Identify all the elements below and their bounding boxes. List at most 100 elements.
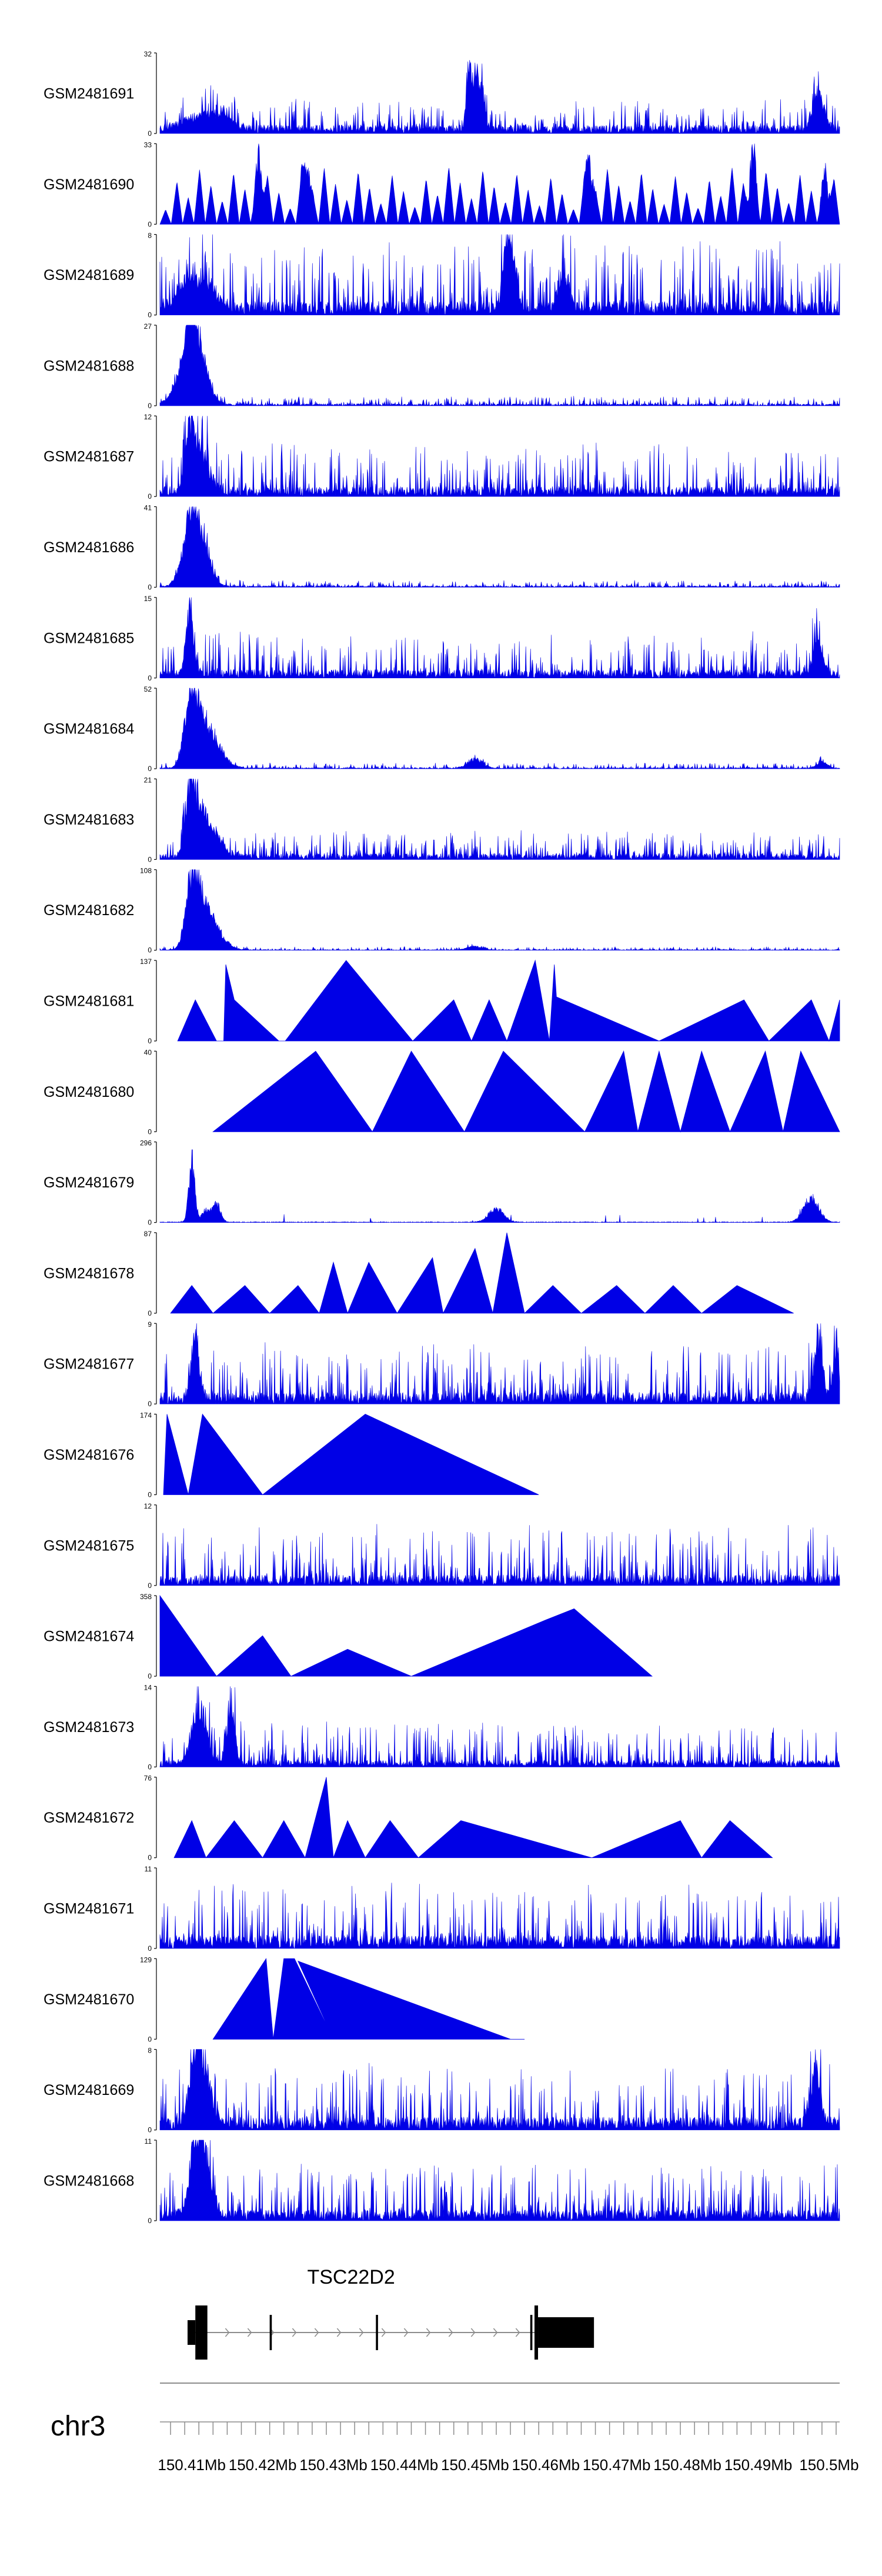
signal-area <box>159 2049 840 2131</box>
strand-arrow-icon <box>292 2328 297 2337</box>
track-label: GSM2481689 <box>44 267 134 283</box>
track-label: GSM2481674 <box>44 1629 134 1645</box>
gene-exon <box>538 2317 594 2348</box>
signal-area <box>159 2140 840 2221</box>
y-max-label: 358 <box>140 1593 152 1601</box>
y-max-label: 11 <box>145 1865 152 1873</box>
track-GSM2481673: GSM2481673 14 0 <box>44 1683 840 1771</box>
y-min-label: 0 <box>148 1854 152 1862</box>
track-GSM2481686: GSM2481686 41 0 <box>44 504 840 592</box>
track-GSM2481685: GSM2481685 15 0 <box>44 595 840 682</box>
track-GSM2481677: GSM2481677 9 0 <box>44 1320 840 1408</box>
y-max-label: 296 <box>140 1139 152 1147</box>
track-label: GSM2481688 <box>44 358 134 374</box>
track-GSM2481672: GSM2481672 76 0 <box>44 1774 773 1862</box>
y-min-label: 0 <box>148 311 152 319</box>
y-min-label: 0 <box>148 765 152 773</box>
y-min-label: 0 <box>148 220 152 228</box>
y-max-label: 12 <box>144 413 152 421</box>
axis-tick-label: 150.49Mb <box>724 2456 793 2474</box>
y-min-label: 0 <box>148 1491 152 1499</box>
axis-tick-label: 150.48Mb <box>653 2456 721 2474</box>
y-min-label: 0 <box>148 492 152 500</box>
y-max-label: 33 <box>144 141 152 149</box>
strand-arrow-icon <box>225 2328 230 2337</box>
y-min-label: 0 <box>148 946 152 955</box>
y-max-label: 8 <box>148 232 152 240</box>
signal-area <box>159 1149 840 1223</box>
y-max-label: 21 <box>144 776 152 784</box>
track-label: GSM2481678 <box>44 1265 134 1282</box>
axis-tick-label: 150.41Mb <box>158 2456 226 2474</box>
y-max-label: 52 <box>144 685 152 693</box>
genome-axis: chr3 150.41Mb 150.42Mb 150.43Mb 150.44Mb 150… <box>51 2383 859 2474</box>
signal-area <box>159 1594 653 1677</box>
axis-tick-label: 150.45Mb <box>441 2456 509 2474</box>
y-min-label: 0 <box>148 1763 152 1771</box>
y-min-label: 0 <box>148 1944 152 1953</box>
signal-area <box>159 506 840 588</box>
strand-arrow-icon <box>426 2328 431 2337</box>
track-label: GSM2481670 <box>44 1991 134 2008</box>
strand-arrow-icon <box>448 2328 453 2337</box>
track-GSM2481670: GSM2481670 129 0 <box>44 1956 525 2043</box>
signal-area <box>212 1958 525 2040</box>
y-min-label: 0 <box>148 1219 152 1227</box>
track-label: GSM2481686 <box>44 539 134 556</box>
y-max-label: 174 <box>140 1412 152 1420</box>
y-min-label: 0 <box>148 2035 152 2043</box>
track-GSM2481690: GSM2481690 33 0 <box>44 141 840 228</box>
y-max-label: 40 <box>144 1048 152 1056</box>
axis-tick-label: 150.42Mb <box>229 2456 297 2474</box>
signal-area <box>212 1050 840 1133</box>
gene-model-track: TSC22D2 <box>187 2266 594 2360</box>
signal-area <box>159 1883 840 1949</box>
track-label: GSM2481668 <box>44 2173 134 2189</box>
y-max-label: 27 <box>144 322 152 331</box>
axis-tick-label: 150.44Mb <box>370 2456 439 2474</box>
signal-area <box>159 688 840 769</box>
signal-area <box>159 144 840 225</box>
strand-arrow-icon <box>493 2328 498 2337</box>
signal-area <box>177 959 840 1042</box>
signal-area <box>159 1524 840 1586</box>
y-min-label: 0 <box>148 1127 152 1136</box>
y-max-label: 9 <box>148 1320 152 1329</box>
signal-area <box>159 1323 840 1404</box>
axis-tick-label: 150.46Mb <box>512 2456 580 2474</box>
track-GSM2481679: GSM2481679 296 0 <box>44 1139 840 1227</box>
signal-area <box>170 1232 794 1314</box>
track-GSM2481675: GSM2481675 12 0 <box>44 1502 840 1590</box>
track-GSM2481687: GSM2481687 12 0 <box>44 413 840 500</box>
y-min-label: 0 <box>148 129 152 138</box>
track-GSM2481688: GSM2481688 27 0 <box>44 322 840 410</box>
strand-arrow-icon <box>470 2328 476 2337</box>
y-min-label: 0 <box>148 583 152 592</box>
track-label: GSM2481673 <box>44 1719 134 1736</box>
gene-exon <box>530 2315 533 2350</box>
y-min-label: 0 <box>148 1581 152 1590</box>
strand-arrow-icon <box>247 2328 252 2337</box>
track-label: GSM2481691 <box>44 86 134 102</box>
gene-exon <box>195 2305 208 2360</box>
data-tracks: GSM2481691320GSM2481690330GSM248168980GS… <box>44 50 840 2225</box>
strand-arrow-icon <box>381 2328 386 2337</box>
track-label: GSM2481676 <box>44 1447 134 1463</box>
track-GSM2481671: GSM2481671 11 0 <box>44 1865 840 1953</box>
y-min-label: 0 <box>148 674 152 682</box>
track-GSM2481689: GSM2481689 8 0 <box>44 232 840 319</box>
track-GSM2481668: GSM2481668 11 0 <box>44 2137 840 2225</box>
track-label: GSM2481671 <box>44 1901 134 1917</box>
y-min-label: 0 <box>148 1037 152 1045</box>
track-GSM2481683: GSM2481683 21 0 <box>44 776 840 863</box>
y-min-label: 0 <box>148 2217 152 2225</box>
track-label: GSM2481672 <box>44 1810 134 1826</box>
strand-arrow-icon <box>515 2328 520 2337</box>
track-label: GSM2481685 <box>44 630 134 646</box>
signal-area <box>173 1777 773 1858</box>
signal-area <box>159 597 840 679</box>
track-label: GSM2481677 <box>44 1356 134 1373</box>
y-max-label: 14 <box>144 1683 152 1691</box>
signal-area <box>163 1413 539 1496</box>
